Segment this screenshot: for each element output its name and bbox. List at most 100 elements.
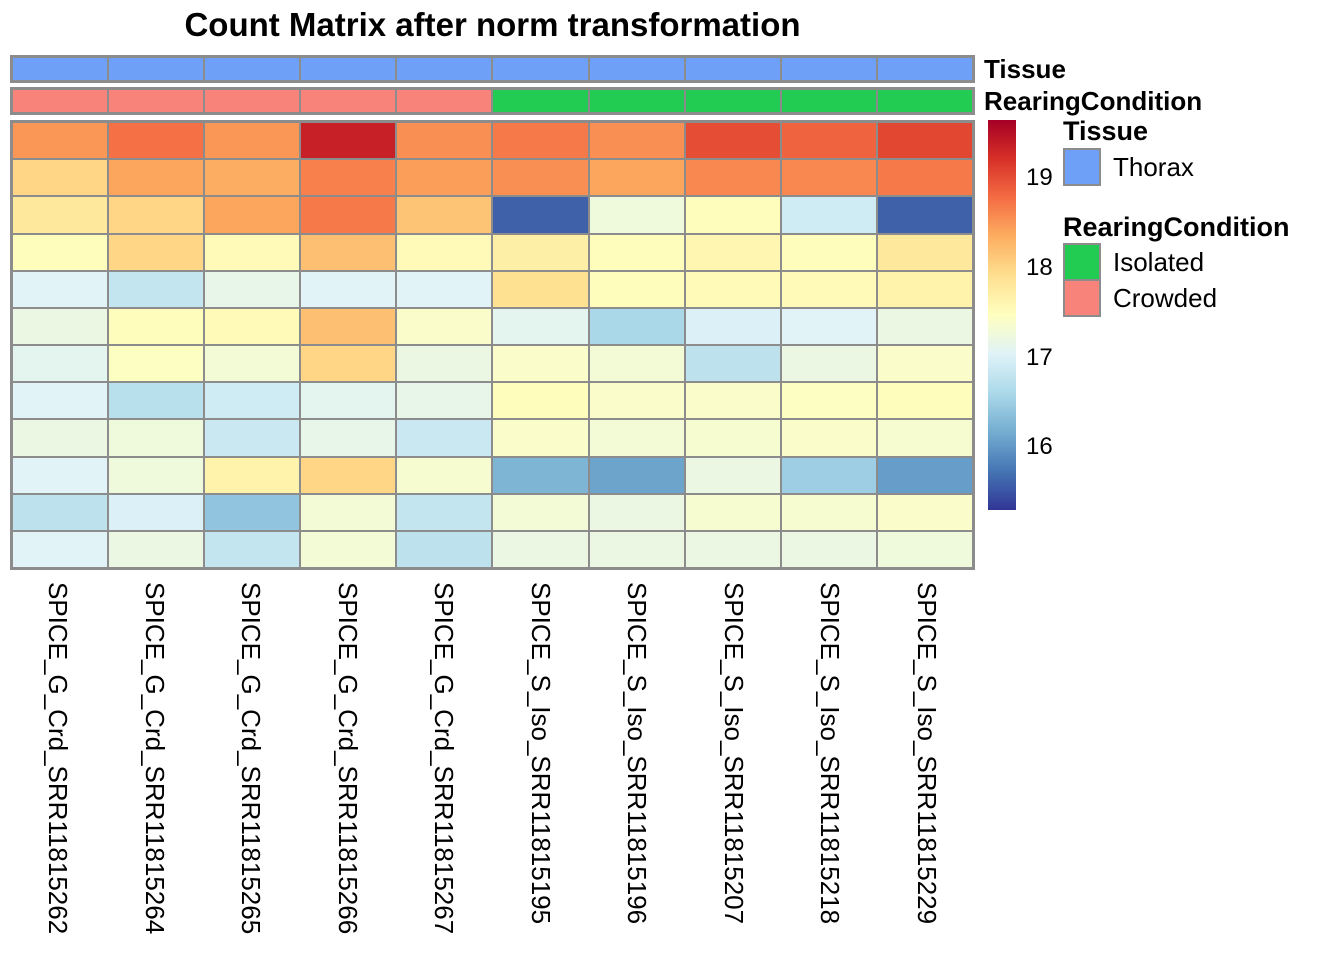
legend-swatch-isolated [1063, 243, 1101, 281]
heatmap-cell [780, 419, 877, 457]
annotation-cell-isolated [780, 89, 877, 113]
heatmap-cell [396, 530, 493, 568]
annotation-cell-thorax [396, 57, 493, 81]
heatmap-cell [876, 196, 973, 234]
annotation-label-rearing-condition: RearingCondition [984, 85, 1203, 116]
heatmap-cell [108, 493, 205, 531]
heatmap-cell [108, 270, 205, 308]
heatmap-cell [492, 345, 589, 383]
heatmap-cell [12, 196, 109, 234]
heatmap-cell [108, 419, 205, 457]
heatmap-cell [12, 419, 109, 457]
legend-title-rearing-condition: RearingCondition [1063, 212, 1290, 242]
heatmap-cell [780, 493, 877, 531]
heatmap-cell [492, 233, 589, 271]
heatmap-cell [300, 270, 397, 308]
legend-label-isolated: Isolated [1113, 246, 1205, 277]
heatmap-cell [876, 345, 973, 383]
annotation-cell-thorax [780, 57, 877, 81]
annotation-cell-crowded [108, 89, 205, 113]
column-label: SPICE_S_Iso_SRR11815218 [815, 582, 846, 925]
heatmap-cell [876, 270, 973, 308]
heatmap-cell [396, 122, 493, 160]
heatmap-cell [300, 493, 397, 531]
heatmap-cell [396, 345, 493, 383]
heatmap-cell [108, 307, 205, 345]
annotation-label-tissue: Tissue [984, 53, 1066, 84]
heatmap-cell [780, 456, 877, 494]
heatmap-cell [12, 122, 109, 160]
heatmap-cell [876, 493, 973, 531]
heatmap-cell [12, 307, 109, 345]
heatmap-cell [588, 307, 685, 345]
heatmap-cell [780, 345, 877, 383]
heatmap-cell [204, 233, 301, 271]
annotation-cell-thorax [12, 57, 109, 81]
heatmap-cell [780, 270, 877, 308]
heatmap-cell [684, 270, 781, 308]
heatmap-cell [396, 233, 493, 271]
column-label: SPICE_G_Crd_SRR11815264 [139, 582, 170, 935]
heatmap-cell [780, 307, 877, 345]
legend-swatch-crowded [1063, 279, 1101, 317]
colorbar-tick-label: 17 [1026, 343, 1053, 371]
annotation-bar-rearing-condition [10, 87, 975, 115]
heatmap-cell [300, 419, 397, 457]
heatmap-cell [108, 233, 205, 271]
heatmap-cell [492, 530, 589, 568]
heatmap-cell [204, 456, 301, 494]
heatmap-cell [492, 307, 589, 345]
heatmap-cell [588, 270, 685, 308]
colorbar-tick-label: 19 [1026, 164, 1053, 192]
heatmap-cell [204, 122, 301, 160]
heatmap-cell [684, 307, 781, 345]
heatmap-cell [876, 307, 973, 345]
annotation-bar-tissue [10, 55, 975, 83]
heatmap-cell [204, 493, 301, 531]
annotation-cell-thorax [108, 57, 205, 81]
heatmap-cell [588, 122, 685, 160]
legend-title-tissue: Tissue [1063, 116, 1149, 146]
heatmap-cell [108, 196, 205, 234]
heatmap-cell [876, 419, 973, 457]
heatmap-cell [780, 122, 877, 160]
heatmap-cell [492, 270, 589, 308]
heatmap-cell [588, 159, 685, 197]
heatmap-cell [12, 345, 109, 383]
colorbar-tick-label: 16 [1026, 433, 1053, 461]
heatmap-cell [396, 382, 493, 420]
heatmap-cell [396, 307, 493, 345]
heatmap-cell [204, 270, 301, 308]
heatmap-cell [204, 345, 301, 383]
heatmap-cell [204, 307, 301, 345]
heatmap-cell [300, 307, 397, 345]
annotation-cell-thorax [588, 57, 685, 81]
annotation-cell-crowded [396, 89, 493, 113]
heatmap-cell [108, 345, 205, 383]
annotation-cell-crowded [204, 89, 301, 113]
heatmap-cell [300, 196, 397, 234]
heatmap-cell [876, 530, 973, 568]
heatmap-cell [876, 122, 973, 160]
heatmap-cell [588, 345, 685, 383]
heatmap-cell [12, 270, 109, 308]
annotation-cell-thorax [492, 57, 589, 81]
heatmap-cell [492, 159, 589, 197]
heatmap-cell [876, 233, 973, 271]
annotation-cell-thorax [300, 57, 397, 81]
annotation-cell-isolated [588, 89, 685, 113]
heatmap-cell [108, 382, 205, 420]
heatmap-cell [588, 382, 685, 420]
heatmap-cell [12, 530, 109, 568]
heatmap-cell [300, 382, 397, 420]
heatmap-cell [684, 493, 781, 531]
heatmap-cell [396, 419, 493, 457]
column-label: SPICE_G_Crd_SRR11815267 [429, 582, 460, 935]
heatmap-cell [684, 233, 781, 271]
heatmap-cell [300, 159, 397, 197]
heatmap-cell [588, 530, 685, 568]
column-label: SPICE_S_Iso_SRR11815195 [525, 582, 556, 925]
legend-label-thorax: Thorax [1113, 151, 1194, 182]
heatmap-cell [300, 456, 397, 494]
column-label: SPICE_G_Crd_SRR11815262 [43, 582, 74, 935]
